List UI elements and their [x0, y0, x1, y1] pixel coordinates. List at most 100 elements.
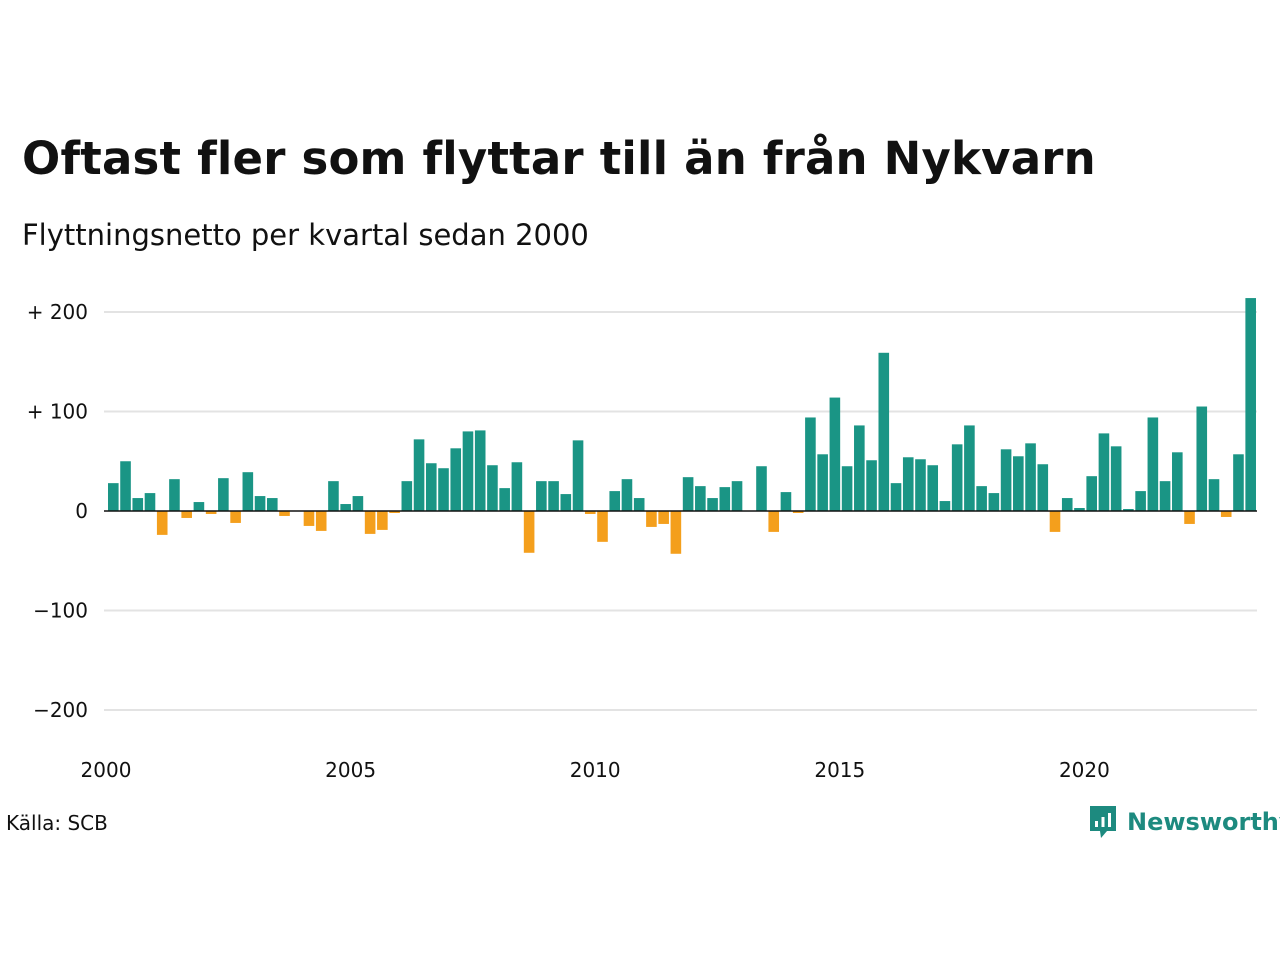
bar — [682, 477, 694, 511]
bar — [829, 397, 841, 511]
newsworthy-logo-icon — [1090, 806, 1116, 838]
bar — [1049, 511, 1061, 532]
bar — [817, 454, 828, 511]
bar — [768, 511, 780, 532]
bars — [108, 298, 1256, 554]
bar — [1086, 476, 1097, 512]
bar — [279, 511, 290, 516]
bar — [303, 511, 315, 526]
bar — [658, 511, 669, 524]
bar — [976, 486, 987, 512]
bar — [401, 481, 413, 511]
bar — [902, 457, 914, 511]
bar — [1061, 498, 1073, 511]
bar — [1037, 464, 1049, 512]
bar — [462, 431, 474, 511]
bar — [254, 496, 266, 511]
bar — [1184, 511, 1195, 524]
bar — [377, 511, 388, 530]
bar — [1013, 456, 1024, 511]
bar — [132, 498, 144, 511]
bar — [120, 461, 131, 511]
bar — [1098, 433, 1110, 511]
bar — [1074, 508, 1085, 511]
y-tick-label: 0 — [75, 499, 88, 523]
bar — [695, 486, 706, 512]
bar — [854, 425, 865, 511]
x-tick-label: 2000 — [81, 758, 132, 782]
bar — [805, 417, 816, 511]
bar — [1147, 417, 1159, 511]
y-tick-label: −100 — [33, 599, 88, 623]
x-tick-label: 2005 — [325, 758, 376, 782]
source-note: Källa: SCB — [6, 811, 108, 835]
bar — [670, 511, 682, 554]
bar — [988, 493, 1000, 511]
bar — [731, 481, 743, 511]
bar — [609, 491, 621, 511]
bar — [1123, 509, 1134, 511]
gridlines — [104, 311, 1257, 711]
bar — [352, 496, 364, 511]
bar — [964, 425, 975, 511]
bar — [193, 502, 205, 512]
bar — [1208, 479, 1220, 511]
y-tick-label: −200 — [33, 698, 88, 722]
bar — [890, 483, 902, 511]
bar — [584, 511, 596, 514]
bar — [633, 498, 645, 511]
bar — [1025, 443, 1036, 511]
bar — [939, 501, 951, 511]
bar — [1245, 298, 1256, 511]
bar — [646, 511, 657, 527]
bar — [597, 511, 608, 542]
bar — [218, 478, 229, 512]
bar — [511, 462, 523, 512]
bar — [315, 511, 327, 531]
y-tick-label: + 200 — [27, 300, 88, 324]
brand-name: Newsworthy — [1127, 808, 1280, 836]
bar — [927, 465, 939, 511]
bar — [1159, 481, 1171, 511]
bar — [841, 466, 853, 511]
bar — [144, 493, 156, 511]
bar — [340, 504, 351, 511]
brand[interactable]: Newsworthy — [1088, 804, 1280, 840]
bar — [425, 463, 437, 511]
bar — [389, 511, 400, 513]
bar — [328, 481, 339, 511]
bar — [487, 465, 498, 511]
bar — [1233, 454, 1244, 511]
bar — [364, 511, 376, 534]
bar — [878, 352, 890, 511]
bar — [915, 459, 926, 511]
bar — [719, 487, 731, 511]
bar — [242, 472, 254, 511]
bar — [266, 498, 278, 511]
bar — [536, 481, 547, 511]
bar — [230, 511, 241, 523]
bar — [156, 511, 168, 535]
bar-chart: + 200 + 100 0 −100 −200 2000 2005 2010 2015 2020 — [27, 298, 1257, 782]
bar — [438, 468, 449, 511]
bar — [108, 483, 119, 511]
bar — [1196, 406, 1208, 511]
bar — [1135, 491, 1146, 511]
bar — [951, 444, 963, 511]
bar — [756, 466, 767, 511]
bar — [1172, 452, 1183, 511]
bar — [707, 498, 718, 511]
bar — [450, 448, 462, 511]
bar — [1000, 449, 1012, 511]
bar — [792, 511, 804, 513]
x-tick-label: 2015 — [814, 758, 865, 782]
bar — [205, 511, 217, 514]
bar — [523, 511, 535, 553]
bar — [499, 488, 510, 512]
bar — [1110, 446, 1122, 511]
bar — [413, 439, 425, 511]
bar — [621, 479, 633, 511]
bar — [560, 494, 572, 511]
bar — [572, 440, 584, 511]
bar — [1220, 511, 1232, 517]
